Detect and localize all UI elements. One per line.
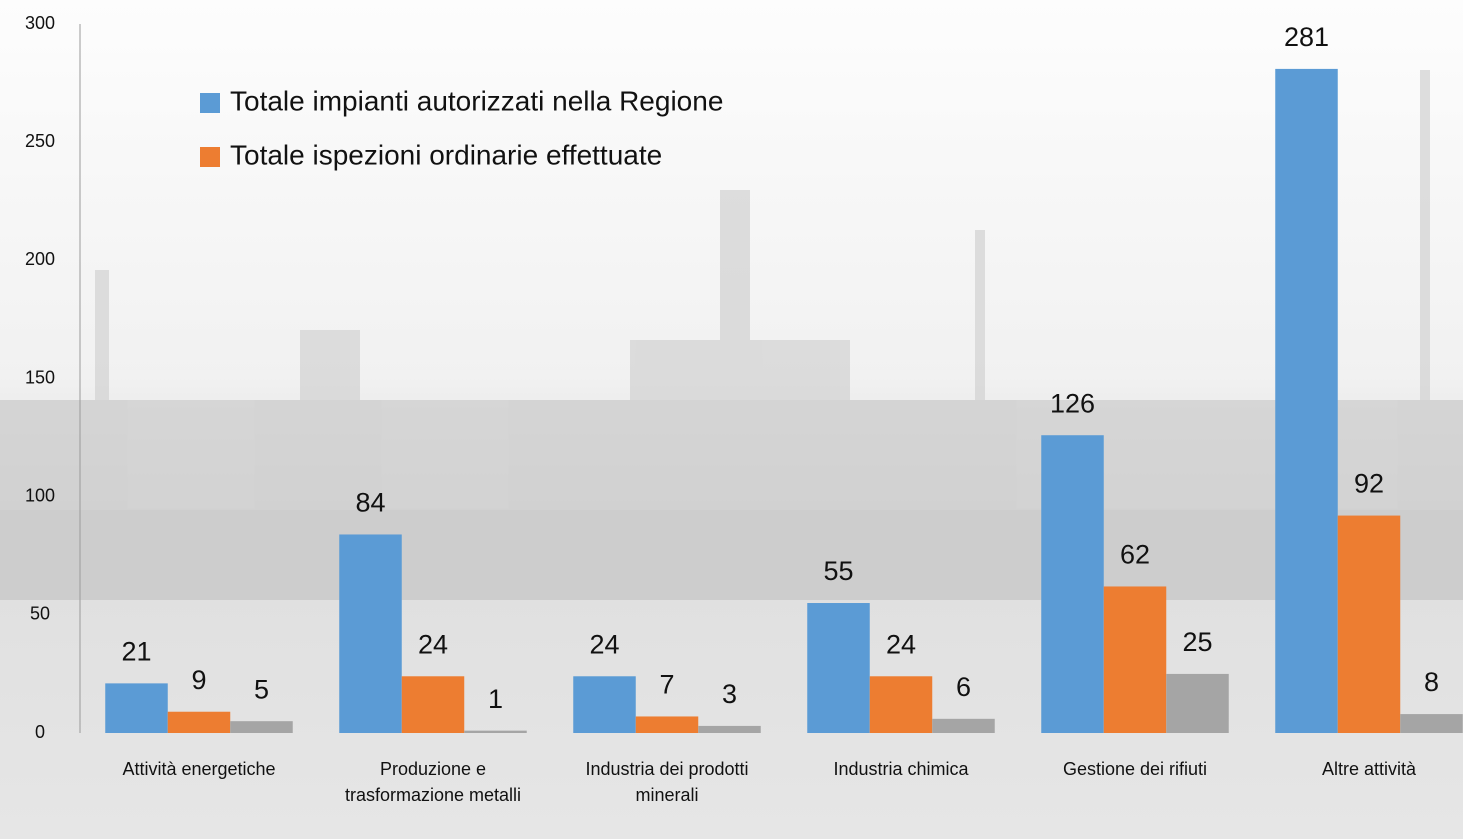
value-label: 1 [488,684,503,714]
y-tick-label: 0 [35,722,45,742]
bar [932,718,995,733]
legend-swatch [200,147,220,167]
value-label: 24 [589,629,619,659]
x-tick-label: Attività energetiche [122,759,275,779]
value-label: 281 [1284,22,1329,52]
bar [1041,435,1104,733]
x-tick-label: Altre attività [1322,759,1417,779]
y-tick-label: 300 [25,13,55,33]
value-label: 8 [1424,667,1439,697]
bar [1166,673,1229,733]
bar [1337,515,1401,733]
legend-label: Totale impianti autorizzati nella Region… [230,85,723,116]
value-label: 6 [956,672,971,702]
y-tick-label: 100 [25,485,55,505]
value-label: 84 [355,488,385,518]
bar [401,676,465,733]
value-label: 24 [418,629,448,659]
bar [1275,68,1338,734]
y-tick-label: 200 [25,249,55,269]
bar [573,676,636,733]
value-label: 7 [659,670,674,700]
value-label: 92 [1354,469,1384,499]
value-label: 55 [823,556,853,586]
x-tick-label: Produzione e trasformazione metalli [345,759,521,805]
value-label: 21 [121,636,151,666]
y-tick-label: 250 [25,131,55,151]
value-label: 62 [1120,540,1150,570]
bar [339,534,402,733]
value-label: 25 [1182,627,1212,657]
bar [1400,714,1463,733]
value-label: 5 [254,674,269,704]
bar [230,721,293,733]
y-tick-label: 50 [30,604,50,624]
y-tick-label: 150 [25,367,55,387]
bar [635,716,699,733]
factory-silhouette [0,70,1463,600]
bar [105,683,168,733]
bar [464,730,527,733]
value-label: 9 [191,665,206,695]
x-tick-label: Industria dei prodotti minerali [585,759,748,805]
x-tick-label: Industria chimica [833,759,969,779]
value-label: 3 [722,679,737,709]
bar [167,711,231,733]
bar [869,676,933,733]
bar [807,603,870,733]
legend-swatch [200,93,220,113]
value-label: 24 [886,629,916,659]
legend-label: Totale ispezioni ordinarie effettuate [230,139,662,170]
value-label: 126 [1050,388,1095,418]
bar [1103,586,1167,733]
x-tick-label: Gestione dei rifiuti [1063,759,1207,779]
bar [698,725,761,733]
